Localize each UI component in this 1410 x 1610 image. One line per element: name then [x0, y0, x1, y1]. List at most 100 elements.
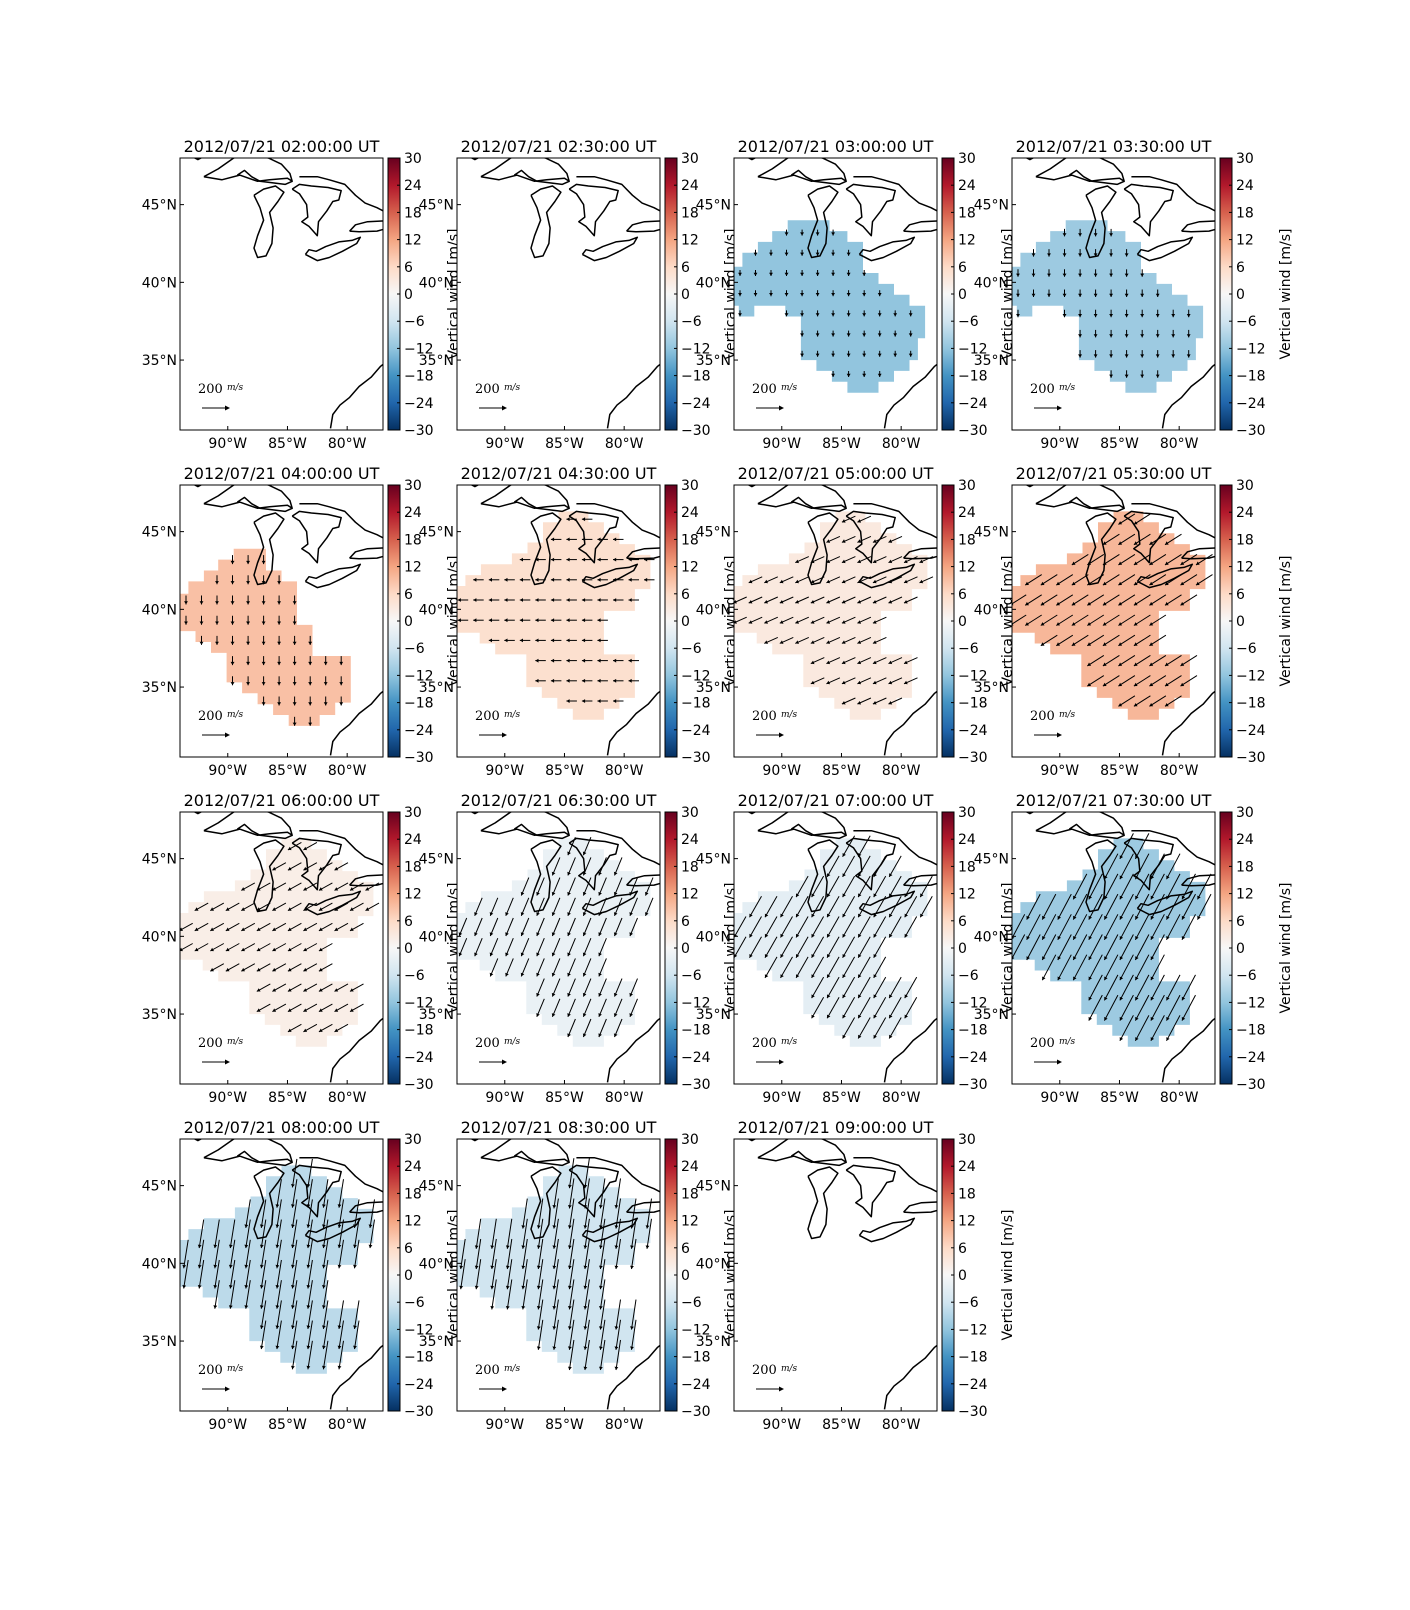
wind-arrowhead — [318, 1028, 323, 1032]
wind-arrowhead — [857, 701, 862, 705]
coastline — [349, 874, 383, 887]
wind-arrowhead — [291, 1224, 295, 1228]
wind-arrowhead — [228, 1305, 233, 1309]
wind-arrow — [873, 875, 887, 898]
wind-arrowhead — [303, 1028, 308, 1032]
colorbar-tick-label: −6 — [681, 968, 702, 984]
wind-arrowhead — [1171, 334, 1176, 338]
wind-arrowhead — [519, 638, 523, 643]
coastline — [858, 890, 916, 916]
wind-arrowhead — [275, 1224, 280, 1228]
wind-arrowhead — [1165, 581, 1169, 586]
wind-arrowhead — [800, 252, 804, 256]
wind-arrow — [322, 1199, 329, 1228]
colorbar-tick-label: 18 — [1236, 205, 1254, 221]
wind-arrow — [811, 997, 825, 1019]
lon-tick-label: 90°W — [485, 1417, 524, 1433]
wind-arrow — [489, 897, 499, 916]
wind-arrow — [734, 916, 747, 938]
wind-arrowhead — [536, 1326, 541, 1330]
colorbar-tick-label: 12 — [404, 560, 422, 576]
wind-arrow — [198, 1239, 205, 1269]
wind-arrow — [582, 1018, 592, 1038]
wind-arrowhead — [831, 353, 835, 357]
wind-arrowhead — [566, 537, 570, 542]
lon-tick-label: 80°W — [328, 1417, 367, 1433]
wind-arrow — [553, 1238, 559, 1270]
coastline — [576, 1156, 660, 1193]
wind-arrow — [1197, 893, 1212, 920]
panel-title: 2012/07/21 09:00:00 UT — [738, 1118, 934, 1137]
wind-arrowhead — [784, 293, 789, 297]
wind-arrow — [1102, 614, 1120, 626]
colorbar-tick-label: −12 — [958, 341, 988, 357]
wind-arrowhead — [261, 601, 266, 605]
wind-arrowhead — [306, 1244, 311, 1249]
wind-arrowhead — [318, 927, 323, 931]
coastline — [807, 512, 839, 586]
wind-arrowhead — [1186, 334, 1191, 338]
lon-tick-label: 90°W — [208, 763, 247, 779]
wind-arrow — [873, 956, 887, 979]
wind-arrowhead — [919, 579, 924, 584]
coastline — [253, 1166, 285, 1240]
wind-arrowhead — [322, 1285, 326, 1289]
wind-arrowhead — [306, 1224, 311, 1228]
wind-arrowhead — [287, 887, 292, 891]
coastline — [480, 485, 570, 510]
wind-arrowhead — [1040, 601, 1045, 606]
wind-arrowhead — [474, 1265, 479, 1269]
wind-arrowhead — [334, 887, 339, 891]
wind-arrowhead — [1078, 233, 1082, 237]
wind-arrowhead — [1149, 703, 1154, 707]
wind-arrowhead — [1149, 561, 1154, 565]
wind-arrowhead — [888, 539, 893, 543]
wind-arrowhead — [567, 1013, 571, 1017]
lon-tick-label: 85°W — [545, 1417, 584, 1433]
wind-arrowhead — [889, 933, 893, 938]
wind-arrowhead — [583, 1245, 588, 1249]
wind-arrowhead — [552, 1205, 557, 1209]
wind-arrowhead — [784, 272, 789, 276]
wind-arrowhead — [1197, 895, 1201, 900]
wind-arrowhead — [551, 1013, 556, 1017]
coastline — [1136, 563, 1194, 589]
wind-arrow — [614, 877, 623, 896]
wind-arrowhead — [779, 640, 784, 644]
wind-arrowhead — [323, 702, 328, 706]
wind-arrowhead — [904, 559, 908, 564]
wind-arrowhead — [318, 947, 323, 952]
wind-arrowhead — [810, 600, 815, 604]
wind-arrowhead — [810, 579, 815, 584]
wind-arrowhead — [827, 873, 831, 877]
wind-arrowhead — [505, 1285, 510, 1290]
wind-arrow — [795, 896, 809, 918]
coastline — [1123, 183, 1174, 237]
colorbar-tick-label: 24 — [404, 505, 422, 521]
wind-arrowhead — [184, 601, 188, 605]
wind-arrowhead — [303, 1008, 308, 1012]
wind-arrowhead — [308, 702, 313, 706]
wind-arrowhead — [613, 598, 617, 602]
coastline — [513, 169, 570, 186]
wind-arrowhead — [536, 952, 540, 957]
wind-arrow — [551, 978, 561, 997]
coastline — [1035, 158, 1125, 183]
wind-arrow — [1181, 873, 1196, 900]
wind-arrowhead — [551, 932, 556, 936]
wind-arrow — [888, 976, 902, 999]
wind-arrowhead — [1181, 915, 1186, 920]
wind-arrow — [1040, 614, 1058, 626]
wind-arrowhead — [567, 992, 571, 997]
wind-arrow — [505, 938, 514, 957]
wind-arrowhead — [614, 1245, 619, 1249]
wind-arrowhead — [904, 600, 908, 604]
wind-arrowhead — [599, 1245, 603, 1249]
wind-arrow — [1118, 513, 1136, 525]
wind-arrow — [291, 1280, 298, 1309]
wind-arrow — [1103, 954, 1119, 981]
wind-arrowhead — [568, 1205, 572, 1209]
wind-arrowhead — [306, 1365, 311, 1370]
